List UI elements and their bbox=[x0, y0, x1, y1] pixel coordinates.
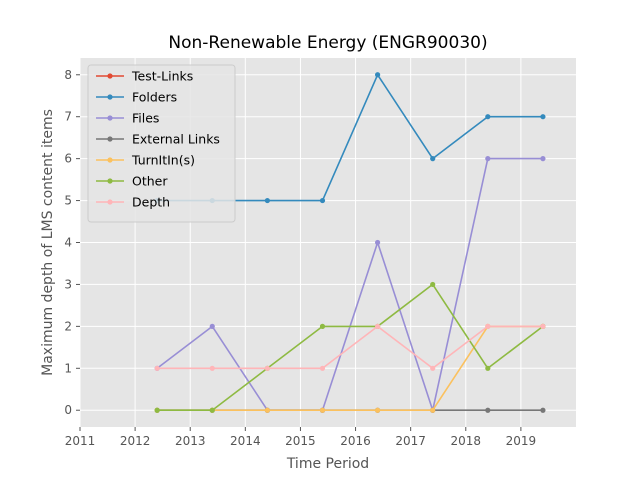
series-line bbox=[157, 325, 543, 412]
legend-label: TurnItIn(s) bbox=[131, 153, 195, 168]
y-tick-label: 8 bbox=[64, 68, 72, 82]
data-point bbox=[540, 156, 546, 162]
data-point bbox=[375, 72, 381, 78]
data-point bbox=[430, 156, 436, 162]
x-tick-label: 2011 bbox=[65, 434, 96, 448]
data-point bbox=[485, 156, 491, 162]
data-point bbox=[485, 407, 491, 413]
legend-label: External Links bbox=[132, 132, 220, 147]
data-point bbox=[319, 323, 326, 329]
data-point bbox=[540, 114, 546, 120]
data-point bbox=[375, 407, 381, 413]
axis-ticks: 2011 2012 2013 2014 2015 2016 2017 2018 2019 0 1 2 3… bbox=[64, 68, 536, 448]
legend-swatch-marker bbox=[107, 199, 113, 205]
data-point bbox=[319, 407, 326, 413]
x-tick-label: 2014 bbox=[230, 434, 261, 448]
data-point bbox=[485, 323, 491, 329]
x-tick-label: 2016 bbox=[340, 434, 371, 448]
legend-item: Folders bbox=[96, 90, 177, 105]
y-tick-label: 7 bbox=[64, 110, 72, 124]
data-point bbox=[540, 407, 546, 413]
legend-item: Files bbox=[96, 111, 159, 126]
legend-label: Test-Links bbox=[131, 69, 193, 84]
legend-item: Test-Links bbox=[96, 69, 193, 84]
y-axis-label: Maximum depth of LMS content items bbox=[40, 109, 56, 376]
legend-label: Folders bbox=[132, 90, 177, 105]
data-point bbox=[209, 407, 215, 413]
legend-box bbox=[87, 64, 236, 223]
y-tick-label: 6 bbox=[64, 152, 72, 166]
data-point bbox=[375, 239, 381, 246]
legend-swatch-marker bbox=[107, 136, 113, 142]
y-tick-label: 3 bbox=[64, 277, 72, 291]
data-point bbox=[209, 365, 215, 371]
series-line bbox=[157, 325, 543, 370]
legend-swatch-marker bbox=[107, 115, 113, 121]
y-tick-label: 1 bbox=[64, 361, 72, 375]
legend-item: Other bbox=[96, 174, 168, 189]
data-point bbox=[375, 323, 381, 329]
chart-title: Non-Renewable Energy (ENGR90030) bbox=[168, 33, 487, 53]
data-point bbox=[209, 323, 215, 329]
data-point bbox=[264, 197, 270, 204]
data-point bbox=[319, 365, 326, 371]
legend-swatch-marker bbox=[107, 178, 113, 184]
x-axis-label: Time Period bbox=[286, 456, 369, 472]
data-point bbox=[319, 197, 326, 204]
series-line bbox=[157, 283, 544, 412]
data-point bbox=[430, 365, 436, 371]
legend-label: Depth bbox=[132, 195, 170, 210]
x-tick-label: 2017 bbox=[395, 434, 426, 448]
data-point bbox=[485, 114, 491, 120]
legend-swatch-marker bbox=[107, 73, 113, 79]
x-tick-label: 2013 bbox=[175, 434, 206, 448]
legend: Test-Links Folders Files External Links Turn… bbox=[87, 64, 236, 223]
series-depth bbox=[154, 323, 546, 371]
x-tick-label: 2019 bbox=[506, 434, 537, 448]
y-tick-label: 5 bbox=[64, 194, 72, 208]
legend-swatch-marker bbox=[107, 94, 113, 100]
y-tick-label: 0 bbox=[64, 403, 72, 417]
legend-swatch-marker bbox=[107, 157, 113, 163]
data-point bbox=[264, 365, 270, 371]
data-point bbox=[540, 323, 546, 329]
data-point bbox=[154, 365, 160, 371]
data-point bbox=[430, 407, 436, 413]
legend-item: Depth bbox=[96, 195, 170, 210]
legend-item: External Links bbox=[96, 132, 220, 147]
data-point bbox=[154, 407, 160, 413]
x-tick-label: 2015 bbox=[285, 434, 316, 448]
legend-item: TurnItIn(s) bbox=[96, 153, 195, 168]
y-tick-label: 2 bbox=[64, 319, 72, 333]
data-point bbox=[430, 281, 436, 288]
data-point bbox=[485, 365, 491, 371]
legend-label: Other bbox=[132, 174, 168, 189]
x-tick-label: 2018 bbox=[451, 434, 482, 448]
data-point bbox=[264, 407, 270, 413]
x-tick-label: 2012 bbox=[120, 434, 151, 448]
legend-label: Files bbox=[132, 111, 159, 126]
y-tick-label: 4 bbox=[64, 236, 72, 250]
